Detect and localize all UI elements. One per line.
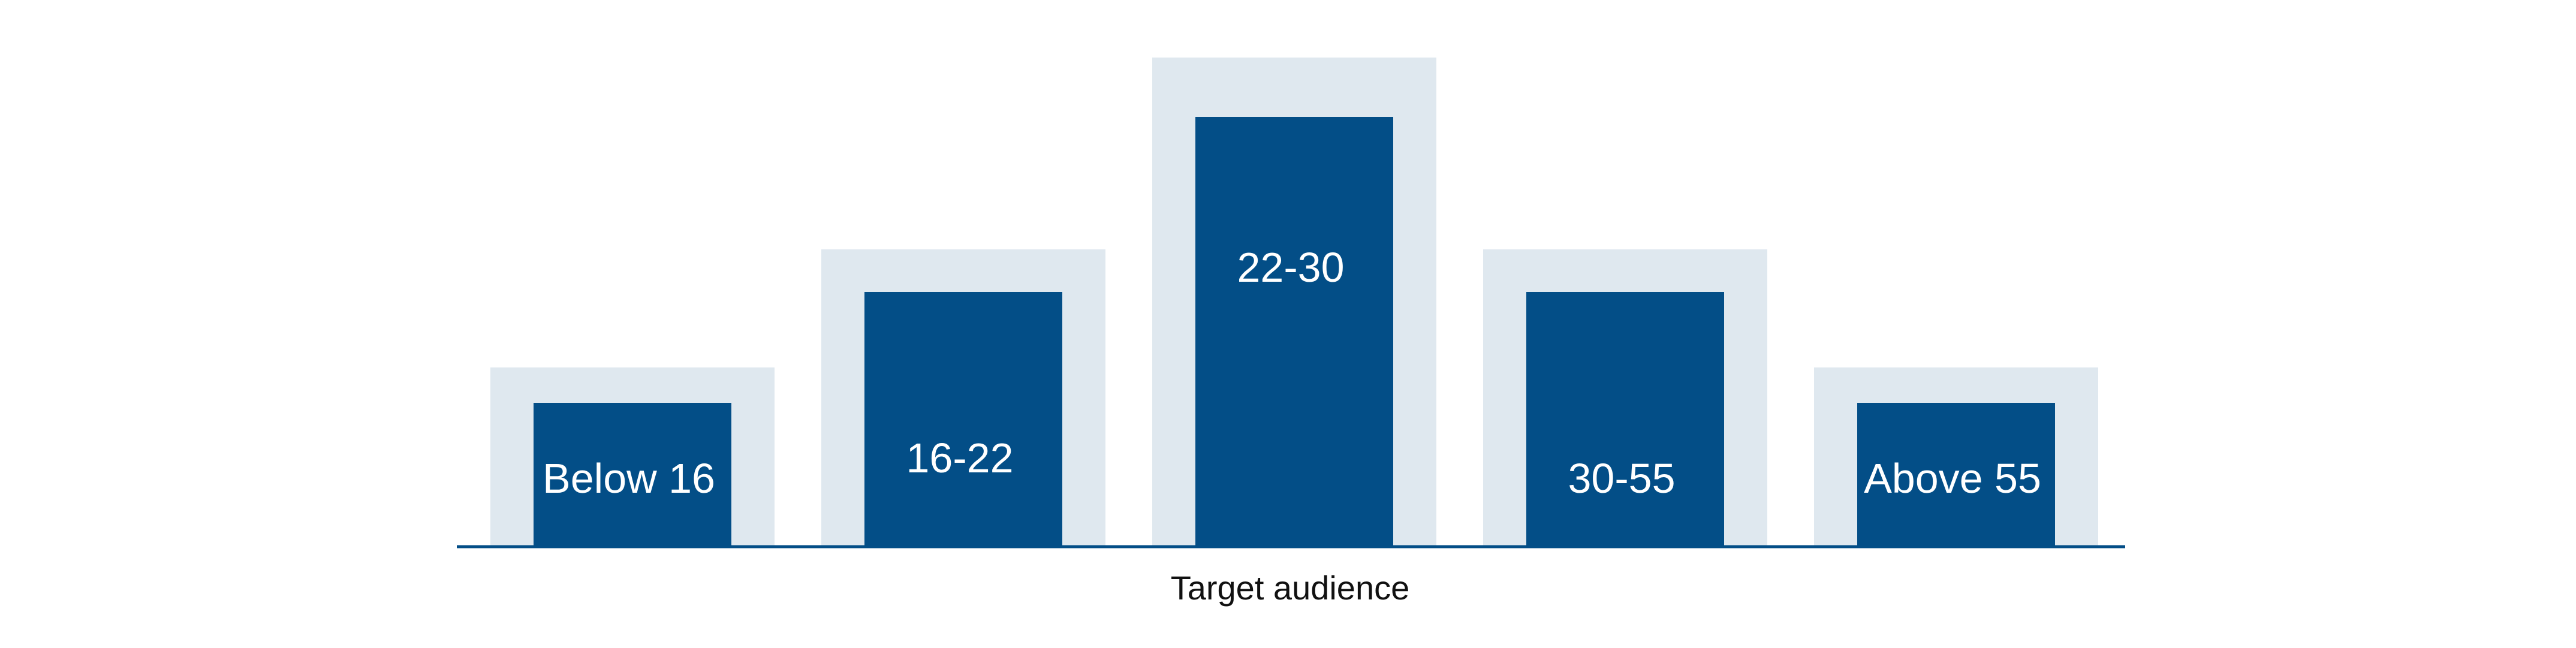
bars [534, 117, 2055, 547]
bar-above-55 [1857, 403, 2055, 547]
bar-label-16-22: 16-22 [906, 435, 1013, 481]
bar-16-22 [864, 292, 1062, 547]
bar-label-30-55: 30-55 [1568, 455, 1675, 502]
bar-30-55 [1526, 292, 1724, 547]
bar-label-above-55: Above 55 [1864, 455, 2041, 502]
bar-label-below-16: Below 16 [543, 455, 715, 502]
bar-label-22-30: 22-30 [1237, 244, 1344, 291]
bar-22-30 [1195, 117, 1393, 547]
bar-below-16 [534, 403, 731, 547]
bar-labels: Below 16 16-22 22-30 30-55 Above 55 [543, 244, 2041, 502]
x-axis-label: Target audience [1171, 569, 1410, 607]
